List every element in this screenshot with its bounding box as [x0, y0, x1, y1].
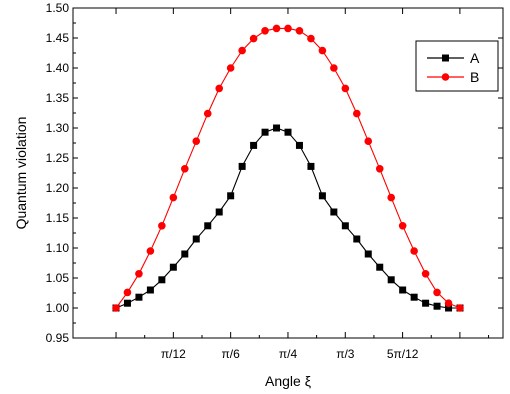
data-point-a	[135, 293, 143, 301]
series-line-a	[115, 127, 460, 309]
data-point-b	[146, 247, 155, 255]
data-point-a	[364, 250, 372, 258]
y-tick-label: 1.10	[46, 241, 70, 255]
x-tick-label: π/3	[336, 347, 355, 361]
data-point-a	[399, 286, 407, 294]
data-point-a	[215, 208, 223, 216]
data-point-a	[353, 235, 361, 243]
data-point-a	[158, 276, 166, 284]
data-point-a	[387, 276, 395, 284]
data-point-b	[444, 299, 453, 308]
data-point-b	[307, 34, 315, 43]
data-point-a	[410, 293, 418, 301]
data-point-a	[318, 192, 326, 200]
y-tick-label: 1.15	[46, 211, 70, 225]
data-point-b	[295, 27, 304, 35]
data-point-b	[456, 304, 464, 312]
data-point-b	[398, 222, 407, 230]
data-point-a	[238, 162, 246, 170]
data-point-b	[410, 247, 418, 255]
legend-marker-a	[442, 54, 449, 62]
data-point-a	[376, 263, 384, 271]
data-point-a	[250, 141, 258, 149]
legend-label-b: B	[470, 69, 479, 85]
data-point-a	[433, 302, 441, 310]
x-tick-label: π/4	[279, 347, 298, 361]
data-point-a	[330, 208, 338, 216]
data-point-a	[307, 162, 315, 170]
data-point-a	[284, 128, 292, 136]
series-layer	[112, 24, 464, 312]
data-point-a	[227, 192, 235, 200]
x-tick-label: 5π/12	[387, 347, 419, 361]
data-point-b	[249, 34, 258, 43]
data-point-a	[445, 304, 453, 312]
data-point-b	[261, 27, 269, 35]
data-point-b	[421, 270, 430, 278]
series-line-b	[115, 27, 461, 309]
data-point-b	[375, 165, 384, 173]
legend: A B	[415, 40, 499, 92]
x-tick-label: π/6	[222, 347, 241, 361]
data-point-b	[284, 24, 292, 33]
data-point-a	[273, 124, 281, 132]
data-point-a	[181, 250, 189, 258]
data-point-b	[112, 304, 120, 312]
data-point-a	[341, 222, 349, 230]
y-tick-label: 1.25	[46, 151, 70, 165]
data-point-a	[261, 128, 269, 136]
data-point-b	[123, 288, 132, 297]
data-point-b	[433, 288, 441, 297]
data-point-b	[169, 193, 178, 202]
data-point-b	[364, 137, 373, 145]
data-point-b	[226, 64, 235, 72]
data-point-b	[158, 222, 166, 230]
legend-marker-b	[441, 73, 450, 81]
data-point-a	[146, 286, 154, 294]
legend-label-a: A	[470, 50, 480, 66]
y-tick-label: 1.40	[46, 61, 70, 75]
data-point-a	[123, 299, 131, 307]
y-tick-label: 1.50	[46, 1, 70, 15]
data-point-b	[353, 109, 361, 118]
data-point-b	[318, 46, 327, 55]
y-axis-label: Quantum violation	[13, 117, 29, 230]
y-tick-label: 1.05	[46, 271, 70, 285]
data-point-b	[272, 24, 281, 33]
data-point-a	[204, 222, 212, 230]
data-point-b	[215, 84, 223, 93]
y-axis-ticks: 0.95 1.00 1.05 1.10 1.15 1.20 1.25 1.30 1.35 1.40…	[46, 1, 503, 345]
data-point-b	[330, 64, 338, 72]
data-point-b	[341, 84, 350, 93]
data-point-b	[135, 270, 143, 278]
y-tick-label: 0.95	[46, 331, 70, 345]
data-point-b	[181, 165, 189, 173]
y-tick-label: 1.45	[46, 31, 70, 45]
y-tick-label: 1.00	[46, 301, 70, 315]
legend-box	[415, 40, 499, 92]
x-axis-ticks: π/12 π/6 π/4 π/3 5π/12	[115, 8, 490, 361]
data-point-a	[422, 299, 430, 307]
data-point-b	[387, 193, 396, 202]
x-tick-label: π/12	[161, 347, 186, 361]
data-point-b	[238, 46, 246, 55]
data-point-a	[169, 263, 177, 271]
data-point-b	[203, 109, 212, 118]
data-point-a	[295, 141, 303, 149]
data-point-b	[192, 137, 201, 145]
y-tick-label: 1.20	[46, 181, 70, 195]
x-axis-label: Angle ξ	[265, 373, 311, 389]
y-tick-label: 1.30	[46, 121, 70, 135]
y-tick-label: 1.35	[46, 91, 70, 105]
data-point-a	[192, 235, 200, 243]
